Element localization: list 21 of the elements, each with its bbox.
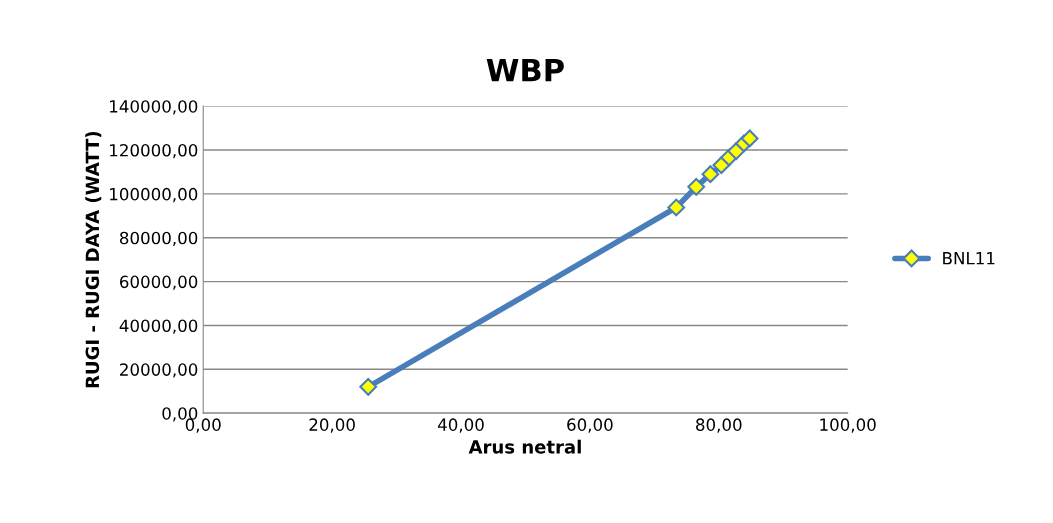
point (359, 377, 378, 396)
y-axis-title: RUGI - RUGI DAYA (WATT) (85, 131, 102, 388)
point (687, 177, 706, 196)
y-tick-label: 140000,00 (110, 100, 198, 115)
y-tick-label: 20000,00 (120, 363, 198, 378)
point (701, 165, 720, 184)
chart-title: WBP (486, 58, 564, 82)
point (740, 129, 759, 148)
x-tick-label: 100,00 (820, 418, 876, 433)
y-tick-label: 60000,00 (120, 275, 198, 290)
x-tick-label: 80,00 (696, 418, 742, 433)
x-axis-title: Arus netral (468, 439, 581, 454)
point (667, 198, 686, 217)
x-tick-label: 60,00 (567, 418, 613, 433)
y-tick-label: 120000,00 (110, 143, 198, 159)
y-tick-label: 100000,00 (110, 187, 198, 203)
x-tick-label: 40,00 (437, 418, 484, 433)
y-tick-label: 80000,00 (119, 231, 198, 247)
y-tick-label: 40000,00 (119, 319, 198, 334)
legend-label: BNL11 (943, 252, 995, 265)
x-tick-label: 20,00 (309, 418, 355, 433)
